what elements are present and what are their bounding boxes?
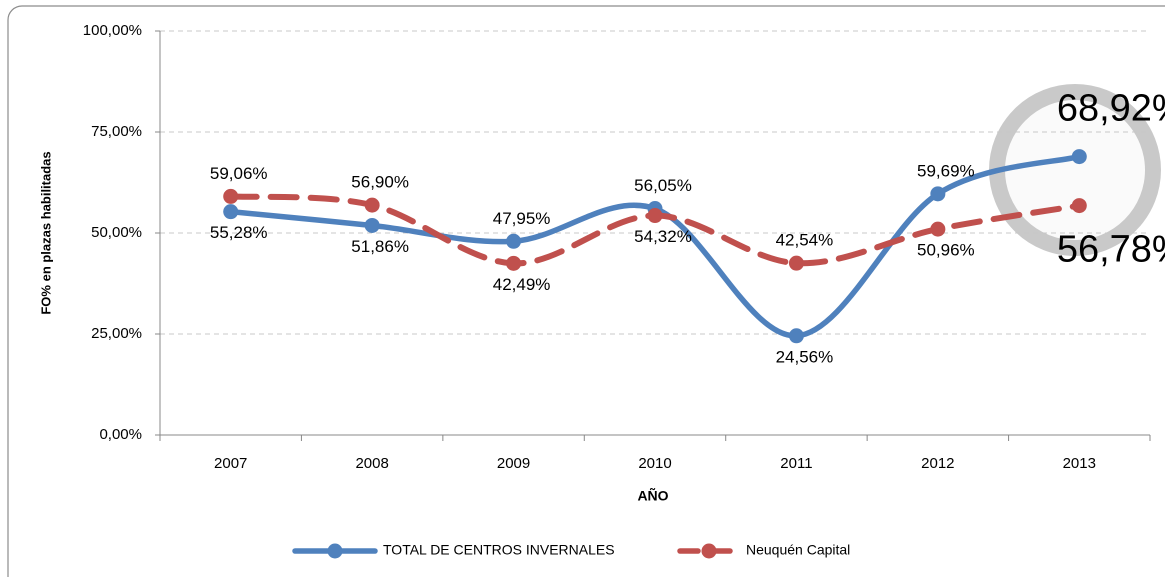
value-label: 47,95%	[493, 209, 551, 228]
x-tick-label: 2008	[355, 455, 388, 472]
point	[1072, 198, 1087, 213]
y-tick-label: 50,00%	[91, 224, 142, 241]
legend-label: Neuquén Capital	[746, 542, 850, 558]
value-label: 68,92%	[1057, 88, 1165, 130]
value-label: 59,06%	[210, 164, 268, 183]
value-label: 51,86%	[351, 237, 409, 256]
legend-marker	[328, 544, 343, 559]
point	[930, 222, 945, 237]
y-tick-label: 75,00%	[91, 123, 142, 140]
value-label: 42,49%	[493, 275, 551, 294]
x-tick-label: 2007	[214, 455, 247, 472]
point	[223, 204, 238, 219]
y-tick-label: 0,00%	[99, 426, 142, 443]
y-tick-label: 25,00%	[91, 325, 142, 342]
value-label: 56,90%	[351, 173, 409, 192]
legend-label: TOTAL DE CENTROS INVERNALES	[383, 542, 615, 558]
point	[1072, 149, 1087, 164]
point	[365, 218, 380, 233]
legend-marker	[702, 544, 717, 559]
chart: FO% en plazas habilitadas AÑO 0,00% 25,00…	[0, 0, 1165, 577]
point	[648, 208, 663, 223]
x-tick-label: 2012	[921, 455, 954, 472]
x-tick-label: 2010	[638, 455, 671, 472]
page: FO% en plazas habilitadas AÑO 0,00% 25,00…	[0, 0, 1165, 577]
value-label: 24,56%	[776, 347, 834, 366]
x-tick-label: 2011	[780, 455, 812, 472]
value-label: 56,05%	[634, 176, 692, 195]
point	[506, 256, 521, 271]
point	[789, 256, 804, 271]
point	[506, 234, 521, 249]
y-axis-title: FO% en plazas habilitadas	[38, 151, 53, 314]
value-label: 54,32%	[634, 227, 692, 246]
value-label: 55,28%	[210, 223, 268, 242]
x-tick-label: 2013	[1063, 455, 1096, 472]
value-label: 59,69%	[917, 161, 975, 180]
point	[223, 189, 238, 204]
chart-frame	[8, 6, 1165, 577]
value-label: 50,96%	[917, 241, 975, 260]
y-tick-label: 100,00%	[83, 22, 142, 39]
value-label: 42,54%	[776, 231, 834, 250]
point	[789, 328, 804, 343]
value-label: 56,78%	[1057, 229, 1165, 271]
point	[365, 198, 380, 213]
x-axis-title: AÑO	[637, 487, 668, 504]
x-tick-label: 2009	[497, 455, 530, 472]
point	[930, 186, 945, 201]
